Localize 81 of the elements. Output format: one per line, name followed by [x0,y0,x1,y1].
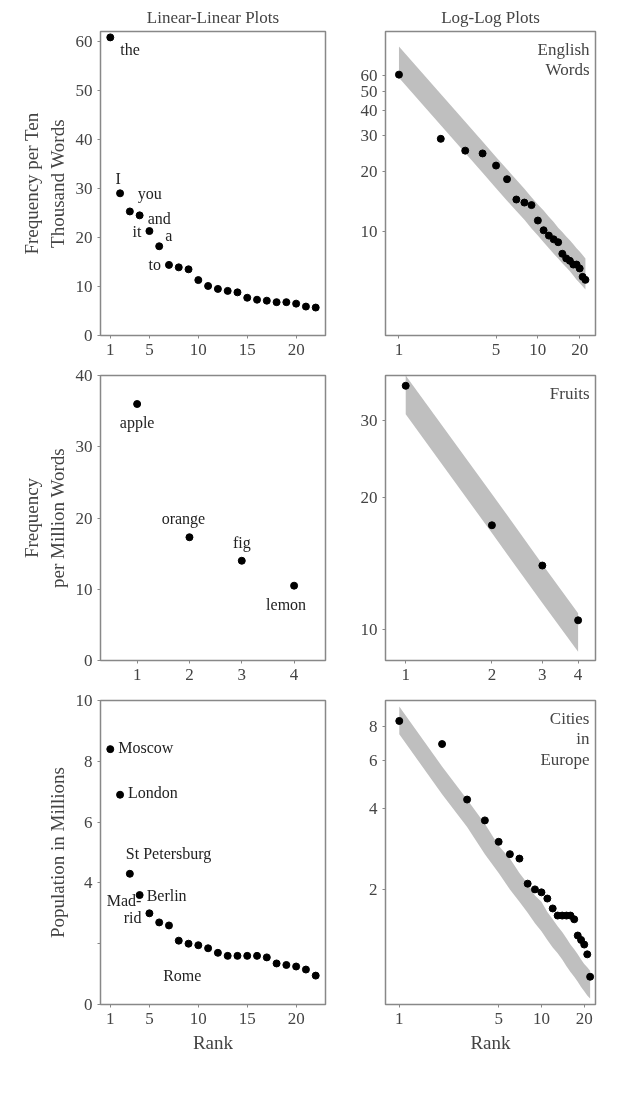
annotation: Fruits [549,383,590,403]
x-tick-label: 1 [394,339,404,359]
y-tick-label: 10 [75,691,93,710]
y-tick-label: 50 [75,80,93,100]
y-tick-label: 8 [369,717,378,737]
y-tick-label: 40 [75,129,93,149]
x-tick-label: 1 [132,664,142,684]
y-tick-label: 30 [360,410,378,430]
y-axis-title: Frequency per Million Words [21,448,68,588]
x-tick-label: 10 [529,339,547,359]
x-tick-label: 3 [237,664,247,684]
x-tick-label: 2 [487,664,497,684]
annotation: Moscow [118,738,174,756]
x-tick-label: 4 [289,664,299,684]
annotation: the [120,41,140,59]
annotation: orange [161,510,206,529]
y-tick-label: 10 [360,221,378,241]
y-tick-label: 10 [75,276,93,296]
x-tick-label: 5 [491,339,501,359]
y-tick-label: 20 [75,508,93,528]
x-tick-label: 1 [106,1008,115,1028]
x-tick-label: 5 [145,1008,154,1028]
x-tick-label: 5 [494,1008,503,1028]
x-tick-label: 10 [189,1008,207,1028]
x-tick-label: 1 [395,1008,404,1028]
x-tick-label: 3 [538,664,547,684]
y-tick-label: 2 [369,879,378,899]
y-tick-label: 20 [360,161,378,181]
x-tick-label: 1 [106,339,115,359]
x-tick-label: 4 [573,664,583,684]
annotation: London [128,784,178,802]
x-tick-label: 1 [401,664,410,684]
y-tick-label: 8 [84,751,93,771]
annotation: to [148,256,161,274]
x-tick-label: 10 [532,1008,550,1028]
annotation: apple [119,414,155,432]
annotation: I [115,170,121,188]
y-tick-label: 40 [360,101,378,121]
x-tick-label: 15 [238,1008,256,1028]
x-tick-label: 15 [238,339,256,359]
y-axis-title: Population in Millions [46,766,68,939]
annotation: and [147,209,171,227]
y-tick-label: 10 [75,579,93,599]
y-tick-label: 20 [75,227,93,247]
y-tick-label: 6 [84,812,93,832]
annotation: Rome [163,967,202,985]
x-tick-label: 20 [575,1008,593,1028]
x-tick-label: 10 [189,339,207,359]
y-tick-label: 6 [369,750,378,770]
annotation: St Petersburg [125,844,212,863]
x-axis-title: Rank [470,1031,512,1053]
y-tick-label: 4 [369,798,378,818]
y-tick-label: 30 [75,437,93,457]
y-axis-title: Frequency per Ten Thousand Words [21,112,68,255]
x-tick-label: 20 [287,1008,305,1028]
x-axis-title: Rank [192,1031,234,1053]
x-tick-label: 2 [185,664,194,684]
x-tick-label: 20 [287,339,305,359]
annotation: lemon [266,595,307,613]
y-tick-label: 4 [84,873,93,893]
annotation: Cities in Europe [540,708,590,770]
y-tick-label: 20 [360,488,378,508]
y-tick-label: 0 [84,995,93,1014]
x-tick-label: 20 [571,339,589,359]
y-tick-label: 40 [75,366,93,385]
annotation: English Words [537,39,590,80]
annotation: a [165,227,173,245]
y-tick-label: 0 [84,651,93,670]
y-tick-label: 10 [360,620,378,640]
y-tick-label: 30 [75,178,93,198]
x-tick-label: 5 [145,339,154,359]
y-tick-label: 30 [360,126,378,146]
chart-title: Log-Log Plots [441,7,540,27]
annotation: it [132,222,142,240]
annotation: you [137,185,162,204]
y-tick-label: 60 [75,31,93,51]
annotation: fig [232,533,251,552]
chart-title: Linear-Linear Plots [146,7,280,27]
annotation: Berlin [146,886,187,904]
y-tick-label: 0 [84,326,93,345]
annotation: Mad- rid [106,892,142,927]
